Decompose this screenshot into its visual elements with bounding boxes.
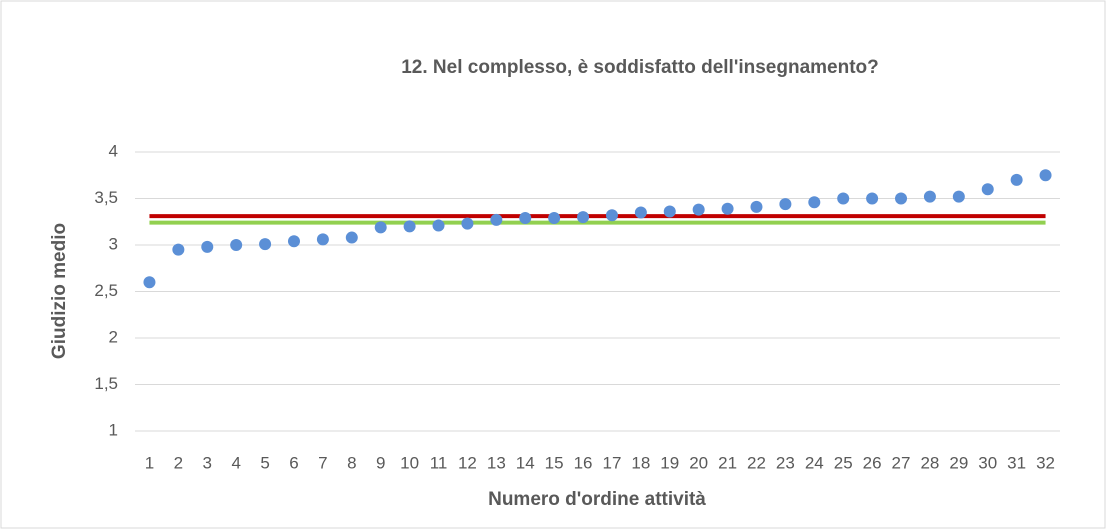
point (952, 190, 965, 203)
x-tick-label: 29 (949, 453, 968, 472)
x-tick-label: 4 (231, 453, 240, 472)
x-tick-label: 7 (318, 453, 327, 472)
y-tick-label: 4 (109, 141, 118, 160)
x-tick-label: 11 (430, 453, 448, 472)
point (490, 213, 503, 226)
point (577, 211, 590, 224)
x-axis-title: Numero d'ordine attività (488, 489, 706, 510)
x-tick-label: 26 (863, 453, 882, 472)
point (259, 238, 272, 251)
x-tick-label: 30 (978, 453, 997, 472)
point (981, 183, 994, 196)
point (895, 192, 908, 205)
point (403, 220, 416, 233)
y-tick-label: 1 (109, 420, 118, 439)
y-tick-label: 2 (109, 327, 118, 346)
point (172, 243, 185, 256)
x-tick-label: 6 (289, 453, 298, 472)
x-tick-label: 31 (1007, 453, 1026, 472)
point (201, 240, 214, 253)
point (779, 198, 792, 211)
point (143, 276, 156, 289)
chart-title: 12. Nel complesso, è soddisfatto dell'in… (401, 57, 879, 78)
x-tick-label: 27 (892, 453, 911, 472)
x-tick-label: 13 (487, 453, 506, 472)
x-tick-label: 22 (747, 453, 766, 472)
x-tick-label: 3 (203, 453, 212, 472)
point (1039, 169, 1052, 182)
y-tick-label: 3,5 (94, 188, 118, 207)
point (519, 212, 532, 225)
x-tick-label: 17 (602, 453, 621, 472)
x-tick-label: 10 (400, 453, 419, 472)
point (316, 233, 329, 246)
x-tick-label: 28 (920, 453, 939, 472)
point (345, 231, 358, 244)
y-tick-label: 2,5 (94, 281, 118, 300)
point (808, 196, 821, 209)
point (634, 206, 647, 219)
point (866, 192, 879, 205)
y-tick-label: 1,5 (94, 374, 118, 393)
x-tick-label: 20 (689, 453, 708, 472)
point (548, 212, 561, 225)
x-tick-label: 25 (834, 453, 853, 472)
point (1010, 173, 1023, 186)
x-tick-label: 24 (805, 453, 824, 472)
point (287, 235, 300, 248)
x-tick-label: 14 (516, 453, 535, 472)
x-tick-label: 12 (458, 453, 477, 472)
point (374, 221, 387, 234)
point (692, 203, 705, 216)
x-tick-label: 1 (145, 453, 154, 472)
x-tick-label: 16 (574, 453, 593, 472)
x-tick-label: 32 (1036, 453, 1055, 472)
point (432, 219, 445, 232)
point (750, 200, 763, 213)
y-axis-title: Giudizio medio (49, 223, 70, 359)
x-tick-label: 5 (260, 453, 269, 472)
point (663, 205, 676, 218)
x-tick-label: 21 (718, 453, 737, 472)
y-tick-label: 3 (109, 234, 118, 253)
point (837, 192, 850, 205)
x-tick-label: 8 (347, 453, 356, 472)
point (923, 190, 936, 203)
x-tick-label: 9 (376, 453, 385, 472)
x-tick-label: 18 (631, 453, 650, 472)
point (230, 239, 243, 251)
point (461, 217, 474, 230)
x-tick-label: 23 (776, 453, 795, 472)
point (605, 209, 618, 222)
x-tick-label: 19 (660, 453, 679, 472)
x-tick-label: 2 (174, 453, 183, 472)
point (721, 202, 734, 215)
x-tick-label: 15 (545, 453, 564, 472)
